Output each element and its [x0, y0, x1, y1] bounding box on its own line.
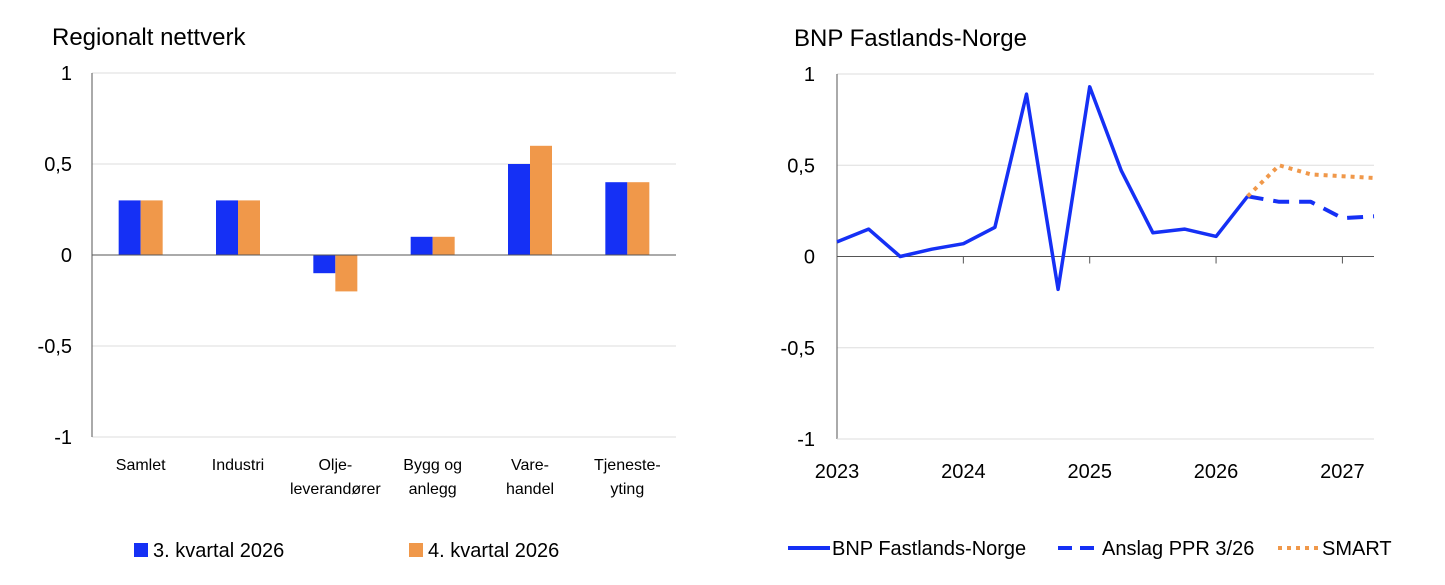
bar-q4 — [627, 182, 650, 255]
x-category-label: anlegg — [409, 481, 457, 498]
bar-chart-regionalt-nettverk: Regionalt nettverk 1 0,5 0 -0,5 -1 Samlet Indus… — [38, 24, 676, 562]
bar-q4 — [432, 236, 455, 255]
legend-swatch — [134, 543, 148, 557]
chart-title: Regionalt nettverk — [52, 24, 246, 51]
x-tick-label: 2027 — [1320, 461, 1365, 483]
y-tick-label: 0,5 — [44, 154, 72, 176]
y-tick-label: -1 — [54, 427, 72, 449]
x-category-label: Bygg og — [403, 457, 462, 474]
y-tick-label: 0 — [804, 247, 815, 269]
legend-label: 3. kvartal 2026 — [153, 540, 284, 562]
bar-q4 — [238, 200, 260, 255]
chart-title: BNP Fastlands-Norge — [794, 25, 1027, 52]
bar-q4 — [140, 200, 163, 255]
y-tick-label: -0,5 — [38, 336, 72, 358]
legend-item: 3. kvartal 2026 — [134, 540, 284, 562]
x-category-label: Samlet — [116, 457, 166, 474]
legend-swatch — [409, 543, 423, 557]
legend-label: Anslag PPR 3/26 — [1102, 538, 1254, 560]
bar-q3 — [508, 164, 530, 255]
x-category-label: Tjeneste- — [594, 457, 661, 474]
x-category-label: Vare- — [511, 457, 549, 474]
bar-q3 — [118, 200, 141, 255]
legend-item: SMART — [1278, 538, 1392, 560]
x-tick-label: 2025 — [1067, 461, 1112, 483]
bar-q4 — [335, 255, 358, 292]
x-tick-label: 2026 — [1194, 461, 1239, 483]
bar-q3 — [313, 255, 336, 274]
series-line-solid — [836, 85, 1249, 292]
legend-label: BNP Fastlands-Norge — [832, 538, 1026, 560]
y-tick-label: -0,5 — [781, 338, 815, 360]
bar-q3 — [605, 182, 628, 255]
y-tick-label: 1 — [61, 63, 72, 85]
x-tick-label: 2023 — [815, 461, 860, 483]
legend-item: Anslag PPR 3/26 — [1058, 538, 1254, 560]
bar-q3 — [216, 200, 238, 255]
bar-q4 — [530, 145, 552, 255]
series-line-dotted — [1246, 163, 1375, 198]
y-tick-label: 0,5 — [787, 155, 815, 177]
x-category-label: Olje- — [318, 457, 352, 474]
legend-label: SMART — [1322, 538, 1392, 560]
x-category-label: yting — [610, 481, 644, 498]
bar-q3 — [410, 236, 433, 255]
series-line-dashed — [1247, 194, 1375, 221]
y-tick-label: 0 — [61, 245, 72, 267]
x-category-label: handel — [506, 481, 554, 498]
legend-label: 4. kvartal 2026 — [428, 540, 559, 562]
x-category-label: leverandører — [290, 481, 381, 498]
x-tick-label: 2024 — [941, 461, 986, 483]
legend-item: BNP Fastlands-Norge — [788, 538, 1026, 560]
y-tick-label: -1 — [797, 429, 815, 451]
legend-item: 4. kvartal 2026 — [409, 540, 559, 562]
y-tick-label: 1 — [804, 64, 815, 86]
x-category-label: Industri — [212, 457, 264, 474]
